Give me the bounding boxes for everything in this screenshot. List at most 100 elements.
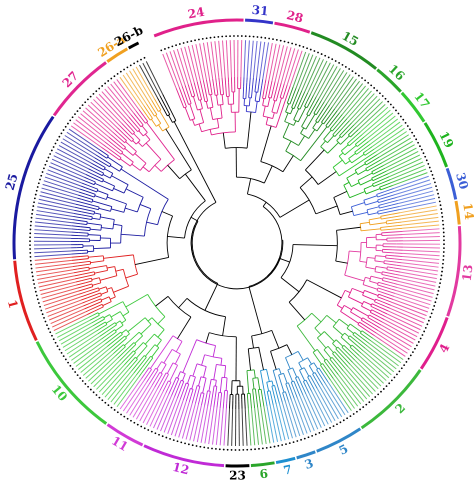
branch <box>221 94 224 105</box>
leaf-marker <box>207 447 210 449</box>
branch <box>181 379 184 382</box>
branch <box>175 88 180 96</box>
branch <box>73 216 82 219</box>
branch <box>293 119 299 123</box>
leaf-marker <box>95 90 98 93</box>
leaf-marker <box>306 47 308 50</box>
branch <box>96 318 105 324</box>
leaf-label <box>66 131 99 153</box>
branch <box>138 372 142 378</box>
branch <box>118 132 127 141</box>
branch <box>387 182 392 185</box>
branch <box>128 352 136 361</box>
branch <box>189 118 195 121</box>
branch <box>337 346 348 358</box>
branch <box>89 265 107 270</box>
branch <box>102 174 111 179</box>
leaf-label <box>37 202 75 211</box>
branch <box>357 321 360 325</box>
branch <box>157 198 169 225</box>
branch <box>370 275 383 280</box>
branch <box>159 95 163 100</box>
branch <box>336 136 341 141</box>
leaf-label <box>187 45 198 82</box>
branch <box>381 234 394 237</box>
branch <box>225 377 228 391</box>
branch <box>120 225 123 244</box>
branch <box>316 349 326 361</box>
leaf-marker <box>178 43 181 45</box>
backbone-branch <box>134 257 169 266</box>
backbone-branch <box>262 206 283 277</box>
branch <box>151 380 156 386</box>
leaf-label <box>355 101 383 128</box>
leaf-label <box>43 180 80 193</box>
branch <box>312 121 318 129</box>
leaf-label <box>388 161 424 178</box>
branch <box>300 91 306 101</box>
leaf-label <box>41 187 78 199</box>
branch <box>81 277 92 282</box>
branch <box>192 363 198 377</box>
branch <box>275 88 281 102</box>
branch <box>213 397 216 408</box>
leaf-marker <box>442 231 445 234</box>
branch <box>387 290 396 294</box>
leaf-label <box>146 391 164 425</box>
backbone-branch <box>260 125 272 162</box>
branch <box>106 155 109 159</box>
branch <box>168 115 173 123</box>
branch <box>94 270 108 274</box>
leaf-label <box>394 293 431 306</box>
branch <box>246 111 256 113</box>
leaf-label <box>104 88 130 118</box>
branch <box>149 109 155 117</box>
branch <box>381 170 387 174</box>
leaf-label <box>292 51 307 87</box>
leaf-marker <box>254 448 256 451</box>
leaf-label <box>385 316 420 334</box>
branch <box>90 228 101 231</box>
backbone-branch <box>251 329 272 337</box>
leaf-marker <box>238 449 241 451</box>
branch <box>103 167 106 171</box>
backbone-branch <box>288 301 306 321</box>
branch <box>106 329 115 336</box>
branch <box>131 120 141 131</box>
branch <box>89 298 101 304</box>
branch <box>287 367 293 371</box>
branch <box>206 79 208 86</box>
branch <box>321 113 328 123</box>
branch <box>371 154 378 159</box>
leaf-label <box>153 394 170 429</box>
branch <box>146 122 175 160</box>
backbone-branch <box>279 199 310 218</box>
clade-arc <box>153 18 244 38</box>
leaf-label <box>167 398 181 434</box>
branch <box>262 105 266 117</box>
branch <box>176 377 180 379</box>
branch <box>384 187 394 192</box>
branch <box>98 159 110 168</box>
leaf-label <box>353 98 381 126</box>
branch <box>79 295 85 298</box>
leaf-marker <box>180 441 183 444</box>
branch <box>388 185 393 188</box>
leaf-label <box>231 408 234 446</box>
leaf-marker <box>203 446 206 449</box>
branch <box>201 400 203 406</box>
leaf-marker <box>62 355 65 358</box>
branch <box>274 385 279 400</box>
branch <box>199 90 203 100</box>
branch <box>97 330 103 335</box>
leaf-marker <box>368 401 371 404</box>
branch <box>332 326 344 336</box>
branch <box>377 193 388 198</box>
leaf-marker <box>436 189 438 191</box>
branch <box>369 332 375 337</box>
leaf-marker <box>123 415 126 418</box>
branch <box>340 336 352 347</box>
backbone-branch <box>288 279 308 303</box>
leaf-marker <box>405 361 408 363</box>
branch <box>275 82 279 92</box>
